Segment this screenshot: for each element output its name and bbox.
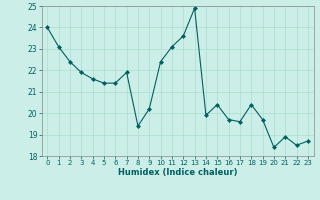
- X-axis label: Humidex (Indice chaleur): Humidex (Indice chaleur): [118, 168, 237, 177]
